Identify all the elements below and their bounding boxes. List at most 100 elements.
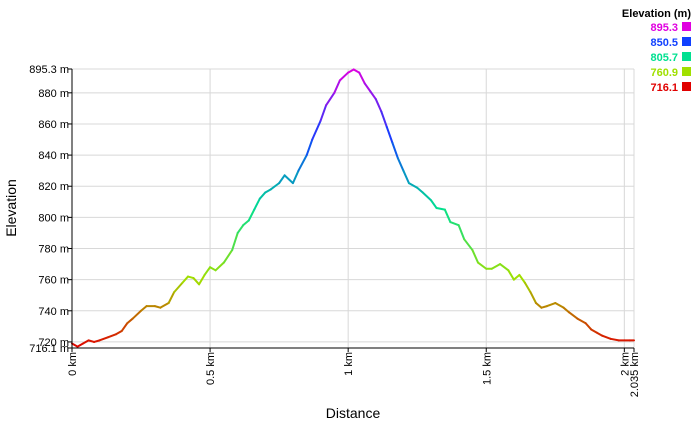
x-tick-label: 2.035 km (629, 352, 641, 397)
x-tick-labels: 0 km 0.5 km 1 km 1.5 km 2 km2.035 km (67, 348, 641, 397)
profile-segment (601, 334, 612, 340)
profile-segment (167, 291, 176, 305)
y-tick-label: 780 m (38, 244, 69, 256)
profile-segment (159, 302, 170, 309)
profile-segment (609, 337, 620, 342)
profile-segment (568, 311, 579, 320)
legend-value: 850.5 (650, 37, 678, 49)
profile-segment (120, 322, 129, 333)
y-tick-label: 800 m (38, 212, 69, 224)
profile-segment (534, 302, 543, 309)
profile-segment (523, 281, 532, 294)
x-tick-label: 2 km (619, 352, 631, 376)
profile-segment (253, 197, 261, 211)
profile-segment (416, 186, 424, 194)
profile-segment (463, 238, 474, 252)
profile-segment (430, 199, 438, 210)
profile-segment (347, 68, 355, 74)
profile-segment (258, 191, 267, 200)
profile-segment (131, 309, 143, 320)
legend-swatch (682, 67, 691, 76)
profile-segment (192, 277, 201, 286)
profile-segment (297, 154, 308, 172)
profile-segment (562, 306, 571, 314)
profile-segment (242, 219, 250, 227)
profile-segment (115, 330, 123, 336)
x-tick-label: 0 km (67, 352, 79, 376)
profile-segment (173, 281, 184, 294)
profile-segment (269, 182, 281, 191)
profile-segment (198, 273, 206, 286)
legend-value: 716.1 (650, 82, 678, 94)
profile-segment (106, 333, 118, 339)
profile-segment (546, 302, 557, 308)
profile-segment (311, 119, 322, 141)
profile-segment (391, 141, 399, 160)
y-tick-label: 740 m (38, 306, 69, 318)
legend-value: 760.9 (650, 67, 678, 79)
profile-segment (590, 328, 598, 334)
profile-segment (499, 263, 510, 272)
legend-swatch (682, 52, 691, 61)
profile-segment (283, 174, 294, 185)
profile-segment (82, 339, 90, 345)
profile-segment (471, 249, 479, 264)
profile-segment (369, 90, 377, 101)
legend-value: 895.3 (650, 22, 678, 34)
elevation-profile-line (71, 68, 635, 348)
profile-segment (338, 71, 350, 82)
profile-segment (305, 138, 314, 157)
legend-swatch (682, 82, 691, 91)
x-tick-label: 1.5 km (481, 352, 493, 385)
legend: Elevation (m) 895.3 850.5 805.7 760.9 716.1 (622, 8, 691, 94)
profile-segment (507, 269, 515, 281)
profile-segment (278, 174, 286, 185)
profile-segment (402, 169, 410, 185)
profile-segment (380, 110, 388, 129)
y-tick-label: 720 m (38, 337, 69, 349)
profile-segment (264, 188, 272, 194)
profile-segment (363, 82, 372, 93)
profile-segment (443, 208, 452, 224)
legend-value: 805.7 (650, 52, 678, 64)
profile-segment (490, 263, 502, 270)
profile-segment (449, 221, 460, 227)
profile-segment (421, 191, 433, 202)
profile-segment (209, 266, 217, 272)
profile-segment (584, 322, 593, 331)
y-tick-label: 820 m (38, 181, 69, 193)
x-tick-label: 1 km (343, 352, 355, 376)
profile-segment (76, 342, 85, 348)
y-tick-label: 760 m (38, 275, 69, 287)
profile-segment (333, 79, 341, 94)
profile-segment (512, 273, 521, 281)
profile-segment (231, 231, 239, 252)
profile-segment (435, 207, 446, 211)
profile-segment (358, 71, 366, 85)
profile-segment (374, 98, 383, 113)
profile-segment (554, 302, 565, 309)
profile-segment (385, 126, 394, 144)
y-axis-title: Elevation (3, 179, 19, 237)
legend-swatch (682, 37, 691, 46)
y-tick-label: 880 m (38, 88, 69, 100)
profile-segment (222, 249, 234, 264)
profile-segment (576, 317, 587, 325)
profile-segment (214, 261, 225, 272)
profile-segment (529, 291, 537, 305)
profile-segment (203, 266, 212, 276)
legend-swatch (682, 22, 691, 31)
profile-segment (236, 224, 245, 234)
y-tick-label: 860 m (38, 119, 69, 131)
profile-segment (396, 157, 405, 172)
profile-segment (595, 331, 604, 337)
y-tick-label: 840 m (38, 150, 69, 162)
x-axis-title: Distance (326, 405, 381, 421)
profile-segment (247, 208, 256, 222)
profile-segment (325, 91, 336, 107)
profile-segment (457, 224, 466, 241)
profile-segment (352, 68, 361, 74)
profile-segment (518, 273, 526, 284)
